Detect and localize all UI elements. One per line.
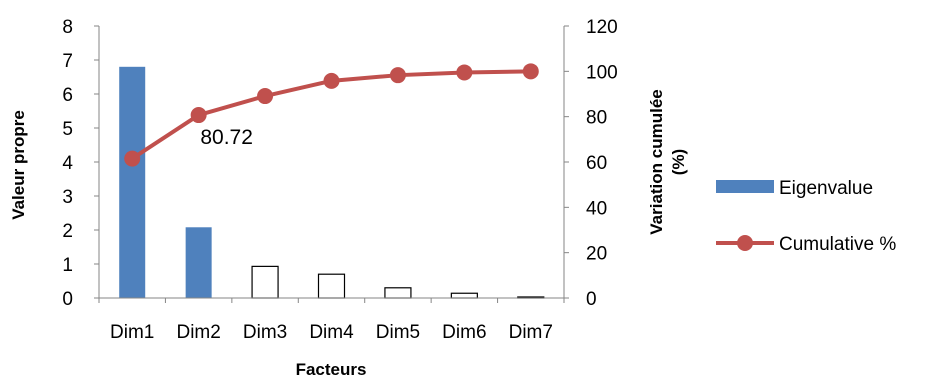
- x-tick-label: Dim3: [243, 322, 287, 343]
- cumulative-point-dim4: [323, 72, 340, 89]
- cumulative-point-dim7: [522, 63, 539, 80]
- legend: Eigenvalue Cumulative %: [716, 178, 896, 255]
- cumulative-point-dim1: [124, 150, 141, 167]
- legend-cumulative-label: Cumulative %: [779, 234, 896, 255]
- x-tick-label: Dim4: [309, 322, 354, 343]
- bar-dim1: [119, 66, 146, 298]
- y-left-tick-label: 6: [62, 85, 73, 106]
- x-tick-label: Dim5: [376, 322, 420, 343]
- x-tick-label: Dim6: [442, 322, 486, 343]
- y-left-tick-label: 1: [62, 255, 73, 276]
- eigenvalue-bars: [119, 66, 545, 299]
- cumulative-point-dim6: [456, 64, 473, 81]
- axes: [98, 26, 565, 299]
- bar-dim6: [450, 292, 478, 299]
- y-right-tick-label: 80: [586, 108, 607, 129]
- x-axis-ticks: Dim1 Dim2 Dim3 Dim4 Dim5 Dim6 Dim7: [98, 298, 565, 343]
- x-tick-label: Dim7: [509, 322, 553, 343]
- y-axis-left-ticks: 0 1 2 3 4 5 6 7 8: [62, 17, 99, 310]
- y-left-tick-label: 2: [62, 221, 73, 242]
- y-left-tick-label: 0: [62, 289, 73, 310]
- bar-dim5: [384, 287, 412, 299]
- y-axis-right-title-line1: Variation cumulée: [647, 89, 666, 235]
- y-axis-right-title: Variation cumulée (%): [647, 89, 688, 235]
- bar-dim3: [251, 265, 279, 299]
- y-left-tick-label: 5: [62, 119, 73, 140]
- y-right-tick-label: 40: [586, 198, 607, 219]
- x-tick-label: Dim2: [176, 322, 220, 343]
- x-tick-label: Dim1: [110, 322, 154, 343]
- y-axis-left-title: Valeur propre: [9, 110, 28, 220]
- bar-dim2: [185, 227, 212, 298]
- y-left-tick-label: 3: [62, 187, 73, 208]
- y-right-tick-label: 120: [586, 17, 618, 38]
- bar-dim4: [317, 273, 346, 299]
- y-right-tick-label: 20: [586, 244, 607, 265]
- y-right-tick-label: 0: [586, 289, 597, 310]
- data-label: 80.72: [200, 126, 253, 149]
- y-axis-right-title-line2: (%): [669, 149, 688, 175]
- legend-cumulative-marker: [737, 235, 753, 251]
- y-axis-right-ticks: 0 20 40 60 80 100 120: [564, 17, 618, 310]
- y-left-tick-label: 7: [62, 51, 73, 72]
- cumulative-point-dim5: [389, 67, 406, 84]
- cumulative-point-dim3: [257, 88, 274, 105]
- cumulative-point-dim2: [190, 107, 207, 124]
- y-right-tick-label: 60: [586, 153, 607, 174]
- cumulative-line-series: [124, 63, 539, 167]
- annotations: 80.72: [200, 126, 253, 149]
- legend-eigenvalue-label: Eigenvalue: [779, 178, 873, 199]
- y-left-tick-label: 4: [62, 153, 73, 174]
- y-left-tick-label: 8: [62, 17, 73, 38]
- x-axis-title: Facteurs: [296, 360, 367, 379]
- legend-eigenvalue-swatch: [716, 180, 774, 193]
- y-right-tick-label: 100: [586, 62, 618, 83]
